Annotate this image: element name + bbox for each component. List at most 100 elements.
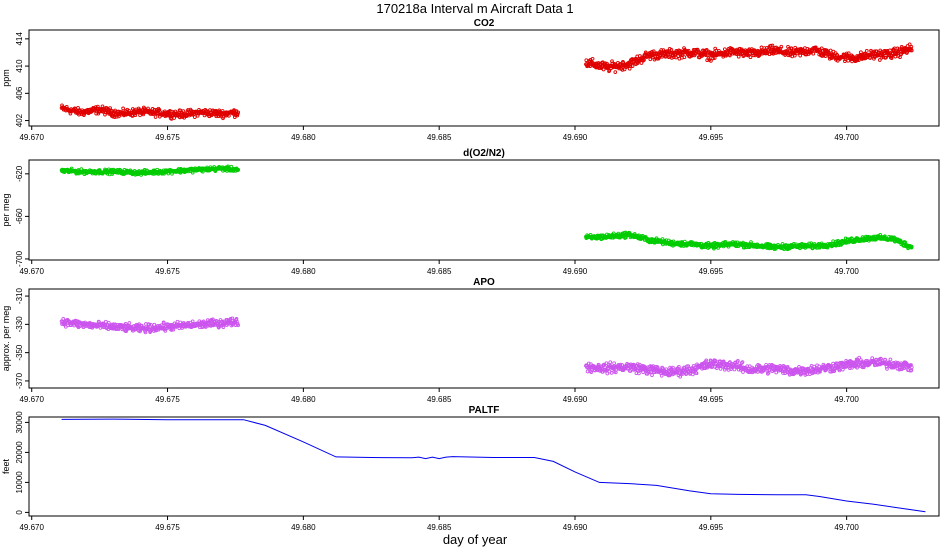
series-1 xyxy=(59,103,241,121)
data-point xyxy=(682,239,687,244)
data-point xyxy=(761,368,766,373)
data-point xyxy=(732,367,737,372)
y-tick-label: -310 xyxy=(15,288,24,305)
data-point xyxy=(826,50,831,55)
data-point xyxy=(798,53,803,58)
data-point xyxy=(724,366,728,370)
data-point xyxy=(884,55,888,60)
data-point xyxy=(613,70,618,74)
data-point xyxy=(741,54,746,58)
x-tick-label: 49.675 xyxy=(155,267,180,276)
series-2 xyxy=(584,230,914,252)
data-point xyxy=(630,64,635,68)
x-tick-label: 49.695 xyxy=(699,395,724,404)
y-axis-label: ppm xyxy=(1,69,11,87)
data-point xyxy=(172,116,176,120)
data-point xyxy=(600,370,605,374)
data-point xyxy=(227,113,231,118)
x-tick-label: 49.680 xyxy=(291,523,316,532)
data-point xyxy=(792,53,797,58)
data-point xyxy=(877,58,882,62)
data-point xyxy=(711,56,715,61)
x-tick-label: 49.675 xyxy=(155,395,180,404)
data-point xyxy=(228,316,233,321)
x-tick-label: 49.670 xyxy=(19,523,44,532)
y-tick-label: 0 xyxy=(15,510,24,515)
panel-title: APO xyxy=(473,277,495,288)
data-point xyxy=(192,115,197,119)
data-point xyxy=(584,58,589,63)
series-1 xyxy=(59,164,241,177)
data-point xyxy=(898,55,902,60)
data-point xyxy=(883,357,888,362)
y-tick-label: -370 xyxy=(15,372,24,389)
data-point xyxy=(843,59,847,64)
data-point xyxy=(774,370,779,375)
panel-1: CO2 ppm 49.670 49.675 49.680 49.685 49.690 49.6… xyxy=(1,18,940,142)
data-point xyxy=(103,319,108,324)
data-point xyxy=(610,59,614,64)
data-point xyxy=(612,361,616,366)
x-tick-label: 49.685 xyxy=(427,267,452,276)
data-point xyxy=(94,111,99,116)
data-point xyxy=(620,68,625,72)
data-point xyxy=(764,364,769,369)
y-tick-label: -700 xyxy=(15,250,24,267)
data-point xyxy=(113,108,117,113)
data-point xyxy=(843,57,848,62)
data-point xyxy=(832,369,837,373)
data-point xyxy=(722,47,727,52)
data-point xyxy=(236,323,241,328)
y-tick-label: 20000 xyxy=(15,441,24,464)
data-point xyxy=(216,325,221,330)
data-point xyxy=(661,366,665,371)
data-point xyxy=(637,371,641,376)
data-point xyxy=(677,364,681,369)
series-2 xyxy=(584,42,914,74)
y-axis-label: per meg xyxy=(1,193,11,226)
data-point xyxy=(872,49,877,54)
series-1 xyxy=(59,316,241,335)
data-point xyxy=(909,365,914,370)
y-tick-label: -660 xyxy=(15,208,24,225)
data-point xyxy=(837,368,842,373)
data-point xyxy=(642,58,646,62)
data-point xyxy=(665,49,669,53)
data-point xyxy=(624,235,628,240)
data-point xyxy=(856,58,861,62)
data-point xyxy=(779,44,784,49)
data-point xyxy=(709,59,713,63)
y-axis-label: feet xyxy=(1,458,11,474)
data-point xyxy=(650,373,654,377)
data-point xyxy=(641,370,645,374)
x-tick-label: 49.700 xyxy=(834,395,859,404)
data-point xyxy=(748,55,753,60)
data-point xyxy=(605,371,610,376)
x-axis-label: day of year xyxy=(443,532,508,547)
data-point xyxy=(819,46,824,51)
y-tick-label: 10000 xyxy=(15,471,24,494)
x-tick-label: 49.675 xyxy=(155,523,180,532)
data-point xyxy=(152,322,157,327)
data-point xyxy=(149,322,153,327)
data-point xyxy=(628,64,633,69)
x-tick-label: 49.695 xyxy=(699,523,724,532)
data-point xyxy=(855,365,859,370)
data-point xyxy=(181,109,186,113)
panel-title: CO2 xyxy=(474,18,495,29)
data-point xyxy=(644,365,648,370)
y-tick-label: 410 xyxy=(15,59,24,73)
plot-frame xyxy=(28,288,940,389)
series-line xyxy=(61,418,926,513)
x-tick-label: 49.695 xyxy=(699,133,724,142)
data-point xyxy=(704,358,709,363)
data-point xyxy=(157,108,162,112)
data-point xyxy=(716,246,720,250)
y-tick-label: -350 xyxy=(15,344,24,361)
x-tick-label: 49.680 xyxy=(291,267,316,276)
panel-4: PALTF feet 49.670 49.675 49.680 49.685 49.690 4… xyxy=(1,405,940,532)
data-point xyxy=(601,67,606,72)
x-tick-label: 49.670 xyxy=(19,133,44,142)
